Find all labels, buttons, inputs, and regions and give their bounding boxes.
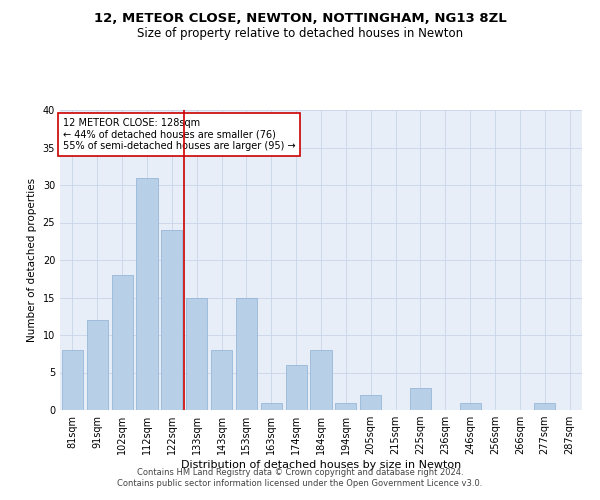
Bar (236, 298, 257, 410)
Text: 12, METEOR CLOSE, NEWTON, NOTTINGHAM, NG13 8ZL: 12, METEOR CLOSE, NEWTON, NOTTINGHAM, NG… (94, 12, 506, 26)
Bar (161, 230, 182, 410)
Bar (286, 365, 307, 410)
Bar (186, 298, 207, 410)
Bar (460, 402, 481, 410)
Text: Size of property relative to detached houses in Newton: Size of property relative to detached ho… (137, 28, 463, 40)
Bar (310, 350, 332, 410)
Bar (87, 320, 108, 410)
Bar (136, 178, 158, 410)
Bar (360, 395, 381, 410)
Text: 12 METEOR CLOSE: 128sqm
← 44% of detached houses are smaller (76)
55% of semi-de: 12 METEOR CLOSE: 128sqm ← 44% of detache… (62, 118, 295, 150)
Bar (534, 402, 555, 410)
Bar (410, 388, 431, 410)
Bar (261, 402, 282, 410)
Bar (211, 350, 232, 410)
Bar (335, 402, 356, 410)
Text: Contains HM Land Registry data © Crown copyright and database right 2024.
Contai: Contains HM Land Registry data © Crown c… (118, 468, 482, 487)
Bar (112, 275, 133, 410)
Y-axis label: Number of detached properties: Number of detached properties (27, 178, 37, 342)
Bar (62, 350, 83, 410)
X-axis label: Distribution of detached houses by size in Newton: Distribution of detached houses by size … (181, 460, 461, 470)
